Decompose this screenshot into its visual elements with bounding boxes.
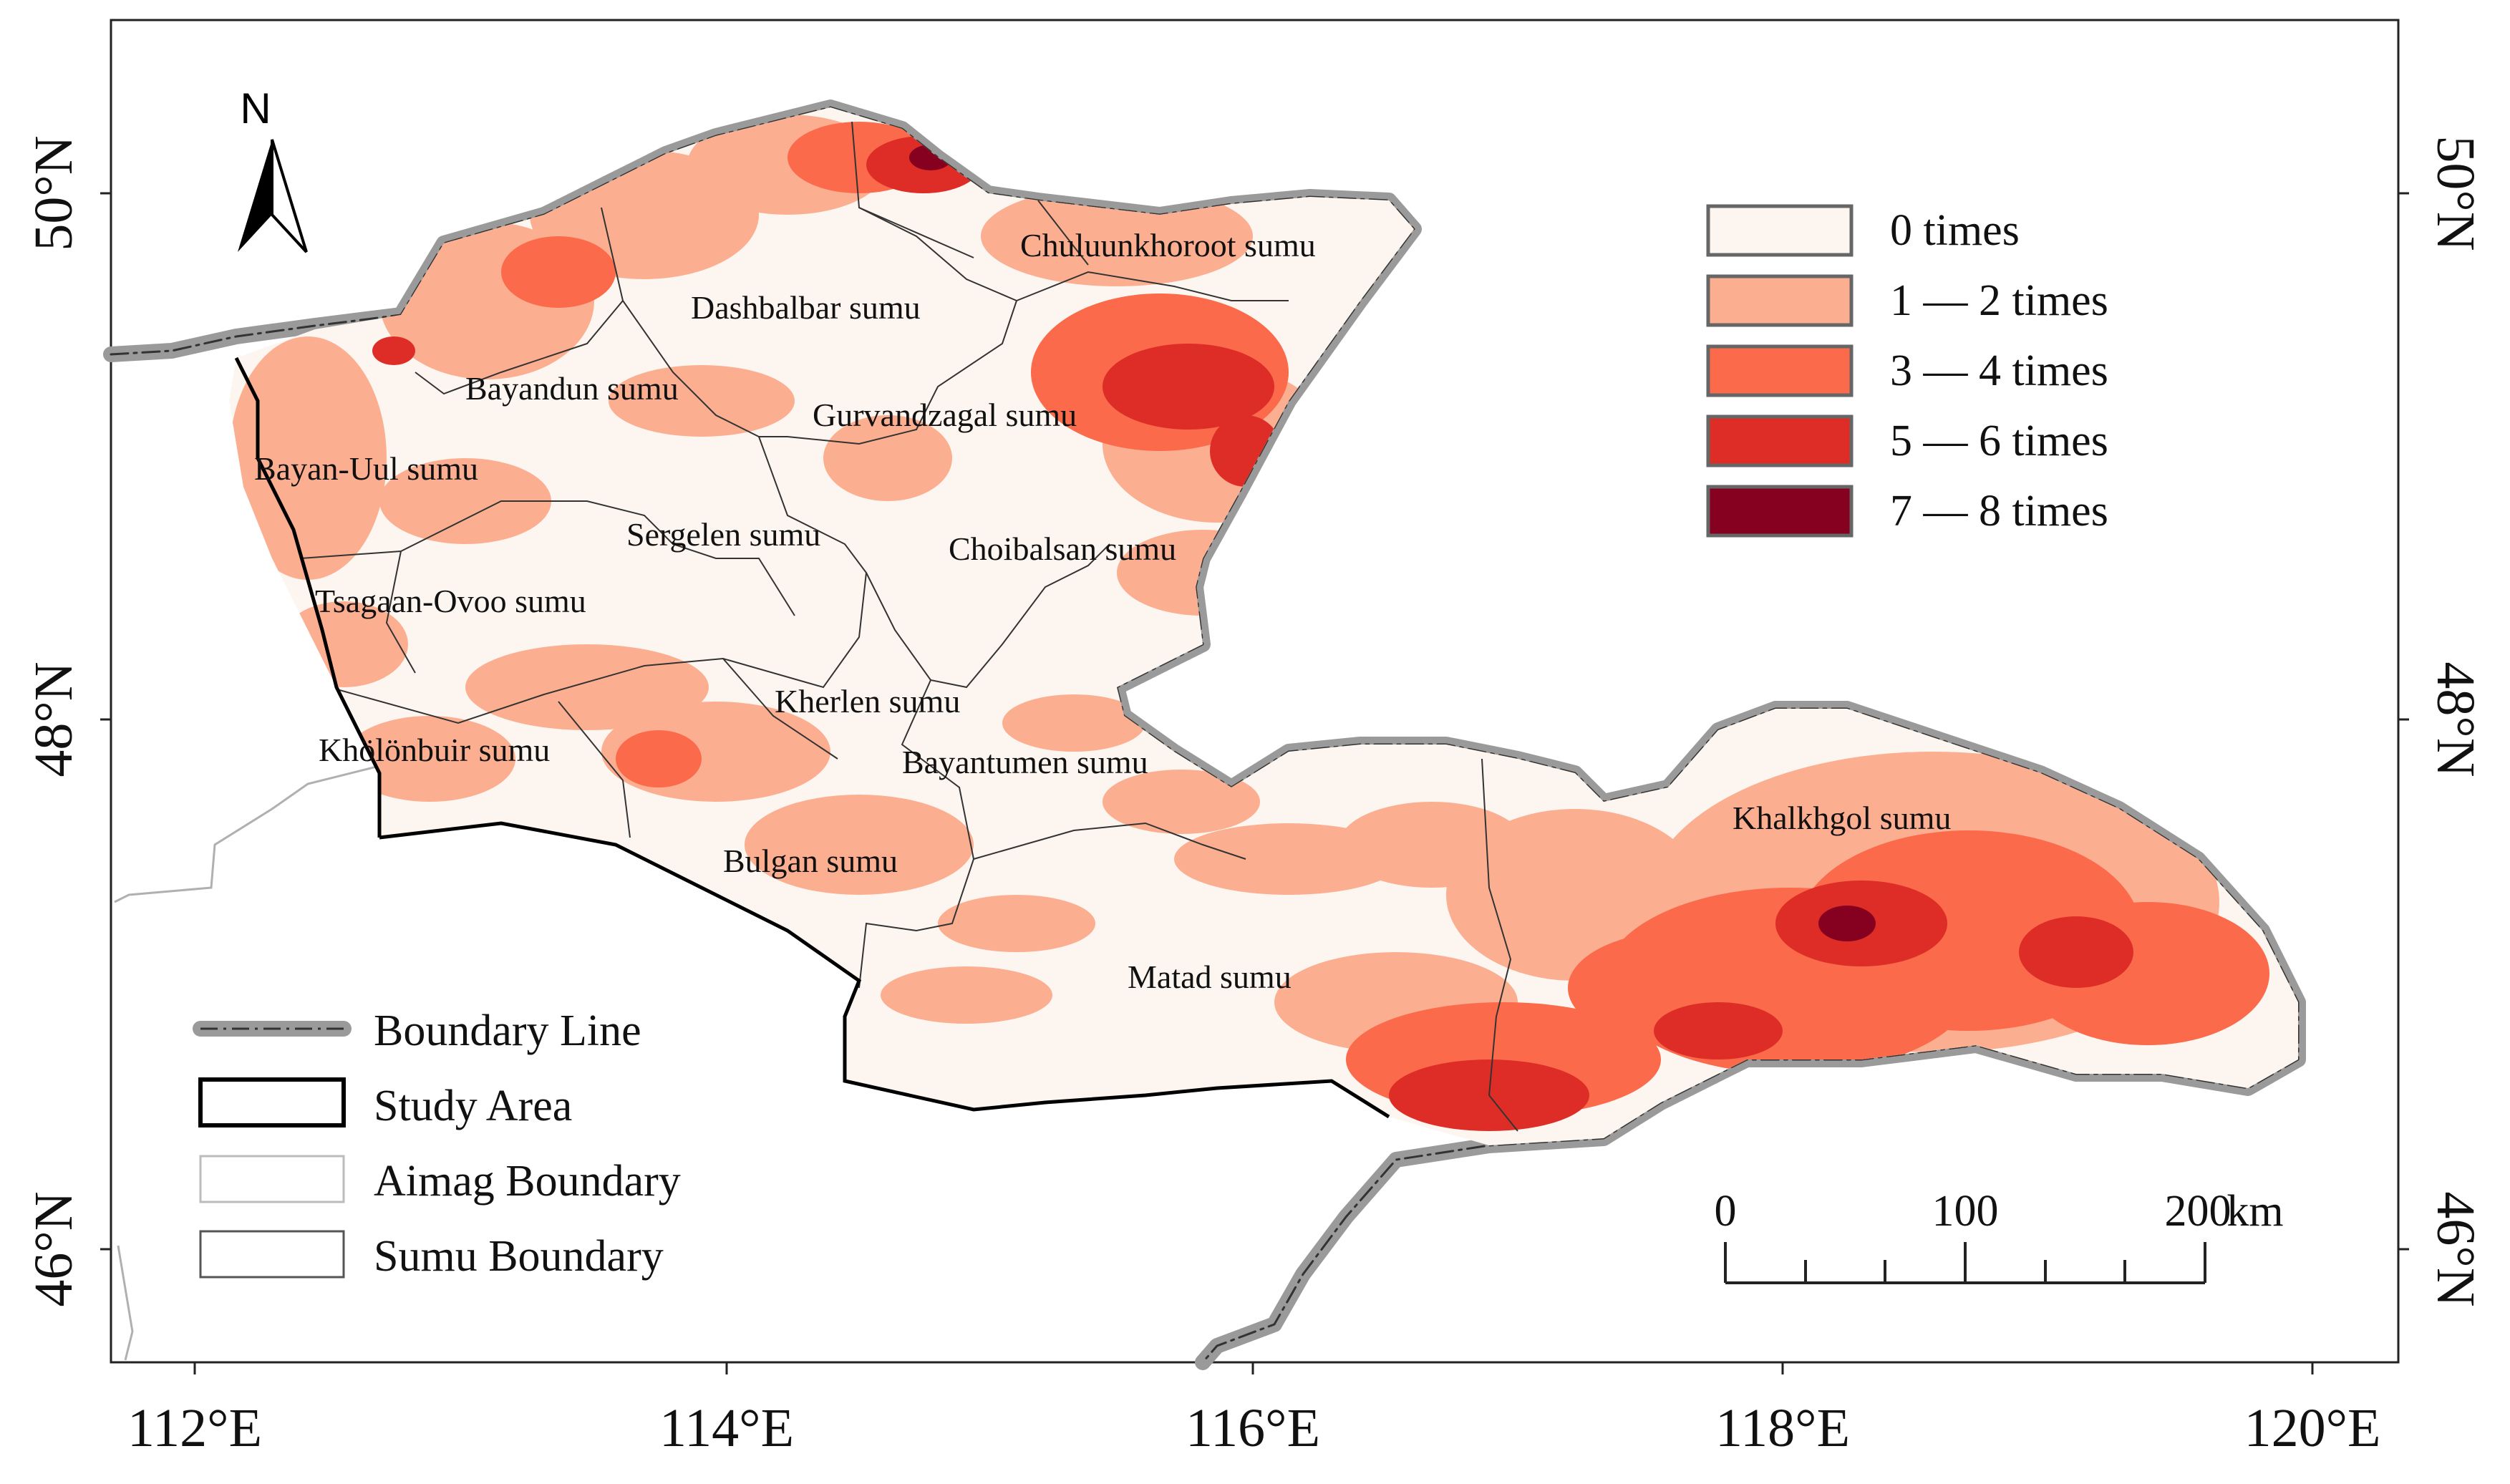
legend-swatch-3 <box>1706 414 1854 467</box>
legend-label-2: 3 — 4 times <box>1890 346 2108 395</box>
label-dashbalbar: Dashbalbar sumu <box>691 289 921 326</box>
label-chuluunkhoroot: Chuluunkhoroot sumu <box>1020 227 1316 263</box>
label-bayantumen: Bayantumen sumu <box>902 744 1148 780</box>
north-arrow: N <box>238 84 308 253</box>
label-choibalsan: Choibalsan sumu <box>949 530 1176 567</box>
lat-label-48-right: 48°N <box>2426 661 2486 777</box>
aimag-boundary-lines <box>114 765 380 1361</box>
label-bulgan: Bulgan sumu <box>723 843 898 879</box>
latitude-labels-right: 50°N 48°N 46°N <box>2426 135 2486 1306</box>
frequency-patches <box>229 115 2269 1132</box>
north-arrow-icon <box>238 140 272 252</box>
legend-item-1: 1 — 2 times <box>1706 274 2108 327</box>
frequency-legend: 0 times 1 — 2 times 3 — 4 times 5 — 6 ti… <box>1706 204 2108 538</box>
lat-label-46-left: 46°N <box>24 1191 84 1306</box>
label-khalkhgol: Khalkhgol sumu <box>1733 800 1951 836</box>
lon-label-118: 118°E <box>1715 1398 1850 1458</box>
legend-sumu-boundary: Sumu Boundary <box>199 1230 664 1281</box>
boundary-legend: Boundary Line Study Area Aimag Boundary … <box>193 1007 681 1281</box>
label-gurvandzagal: Gurvandzagal sumu <box>813 397 1077 433</box>
study-area-icon <box>198 1077 346 1127</box>
scale-tick-200: 200 <box>2165 1187 2232 1236</box>
legend-swatch-2 <box>1706 344 1854 397</box>
legend-item-4: 7 — 8 times <box>1706 485 2108 538</box>
scale-unit: km <box>2226 1187 2283 1236</box>
legend-label-4: 7 — 8 times <box>1890 487 2108 535</box>
legend-aimag-boundary-label: Aimag Boundary <box>374 1157 681 1206</box>
legend-aimag-boundary: Aimag Boundary <box>199 1155 681 1206</box>
legend-boundary-line-label: Boundary Line <box>374 1007 641 1055</box>
study-area <box>229 107 2298 1145</box>
scale-tick-100: 100 <box>1932 1187 1999 1236</box>
lon-label-116: 116°E <box>1186 1398 1320 1458</box>
lat-label-48-left: 48°N <box>24 661 84 777</box>
latitude-labels-left: 50°N 48°N 46°N <box>24 135 84 1306</box>
legend-study-area-label: Study Area <box>374 1082 572 1130</box>
longitude-axis <box>193 1362 2314 1374</box>
legend-swatch-4 <box>1706 485 1854 538</box>
legend-study-area: Study Area <box>198 1077 572 1130</box>
legend-item-3: 5 — 6 times <box>1706 414 2108 467</box>
label-kholonbuir: Khölönbuir sumu <box>319 732 550 768</box>
lon-label-120: 120°E <box>2244 1398 2381 1458</box>
longitude-labels: 112°E 114°E 116°E 118°E 120°E <box>127 1398 2380 1458</box>
study-area-outline-west <box>234 357 382 838</box>
sumu-boundary-lines <box>300 121 1518 1132</box>
legend-boundary-line: Boundary Line <box>193 1007 641 1055</box>
legend-swatch-1 <box>1706 274 1854 327</box>
sumu-labels: Chuluunkhoroot sumu Dashbalbar sumu Baya… <box>254 227 1951 995</box>
legend-item-0: 0 times <box>1706 204 2020 257</box>
label-matad: Matad sumu <box>1128 959 1292 995</box>
legend-item-2: 3 — 4 times <box>1706 344 2108 397</box>
scale-tick-0: 0 <box>1715 1187 1737 1236</box>
label-bayan-uul: Bayan-Uul sumu <box>254 450 478 487</box>
legend-label-0: 0 times <box>1890 206 2020 255</box>
study-area-outline <box>379 821 1390 1119</box>
north-arrow-label: N <box>240 84 271 132</box>
aimag-boundary-icon <box>199 1155 345 1203</box>
label-bayandun: Bayandun sumu <box>465 370 679 407</box>
label-kherlen: Kherlen sumu <box>775 683 960 719</box>
sumu-boundary-icon <box>199 1230 345 1279</box>
legend-label-3: 5 — 6 times <box>1890 417 2108 465</box>
legend-sumu-boundary-label: Sumu Boundary <box>374 1232 664 1281</box>
latitude-ticks <box>100 192 2409 1251</box>
scale-bar: 0 100 200 km <box>1715 1187 2284 1284</box>
lon-label-114: 114°E <box>659 1398 794 1458</box>
label-tsagaan-ovoo: Tsagaan-Ovoo sumu <box>315 583 586 619</box>
lat-label-46-right: 46°N <box>2426 1191 2486 1306</box>
legend-swatch-0 <box>1706 204 1854 257</box>
lat-label-50-right: 50°N <box>2426 135 2486 251</box>
label-sergelen: Sergelen sumu <box>626 516 820 553</box>
lon-label-112: 112°E <box>127 1398 262 1458</box>
legend-label-1: 1 — 2 times <box>1890 276 2108 325</box>
lat-label-50-left: 50°N <box>24 135 84 251</box>
